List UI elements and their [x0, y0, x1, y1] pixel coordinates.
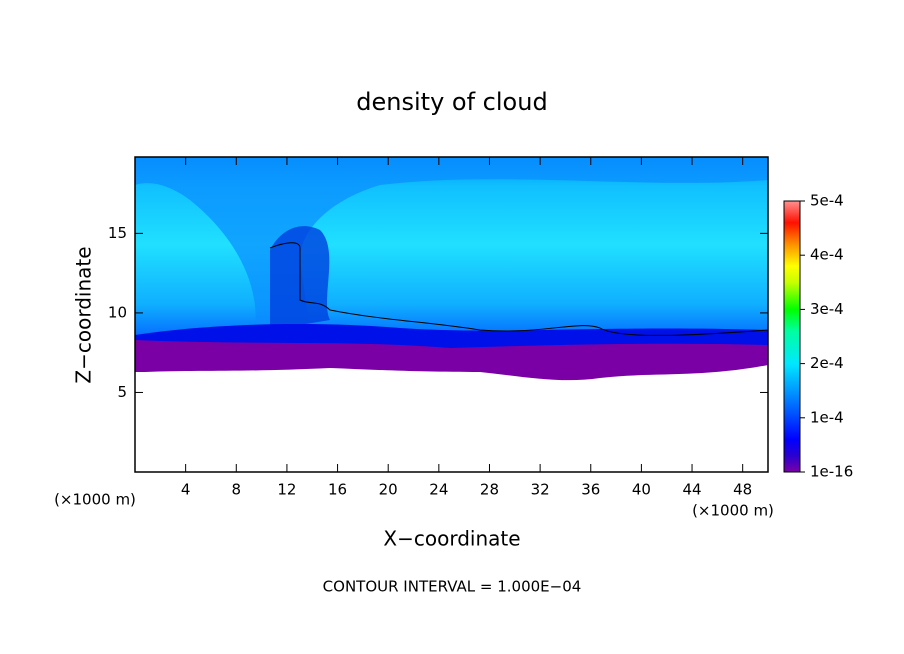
- x-tick-label: 12: [277, 481, 296, 499]
- x-tick-label: 8: [232, 481, 242, 499]
- x-tick-label: 16: [328, 481, 347, 499]
- x-tick-label: 40: [632, 481, 651, 499]
- x-unit: (×1000 m): [692, 502, 774, 520]
- colorbar-tick-label: 3e-4: [810, 300, 844, 318]
- x-tick-label: 44: [682, 481, 701, 499]
- colorbar-tick-label: 2e-4: [810, 354, 844, 372]
- y-tick-label: 5: [117, 383, 127, 401]
- x-tick-label: 36: [581, 481, 600, 499]
- y-tick-label: 10: [108, 303, 127, 321]
- x-axis-label: X−coordinate: [383, 527, 520, 551]
- x-tick-label: 28: [480, 481, 499, 499]
- colorbar-tick-label: 4e-4: [810, 246, 844, 264]
- plot-frame: [134, 156, 769, 473]
- annotation: CONTOUR INTERVAL = 1.000E−04: [323, 578, 582, 596]
- chart-title: density of cloud: [356, 88, 547, 116]
- x-tick-label: 24: [429, 481, 448, 499]
- x-tick-label: 48: [733, 481, 752, 499]
- colorbar-tick-label: 1e-16: [810, 463, 853, 481]
- x-tick-label: 4: [181, 481, 191, 499]
- x-tick-label: 20: [379, 481, 398, 499]
- y-tick-label: 15: [108, 224, 127, 242]
- density-field: [135, 157, 768, 381]
- colorbar-tick-label: 1e-4: [810, 408, 844, 426]
- x-tick-label: 32: [531, 481, 550, 499]
- y-unit: (×1000 m): [54, 491, 136, 509]
- y-axis-label: Z−coordinate: [72, 246, 96, 383]
- colorbar-tick-label: 5e-4: [810, 192, 844, 210]
- colorbar: [783, 200, 801, 473]
